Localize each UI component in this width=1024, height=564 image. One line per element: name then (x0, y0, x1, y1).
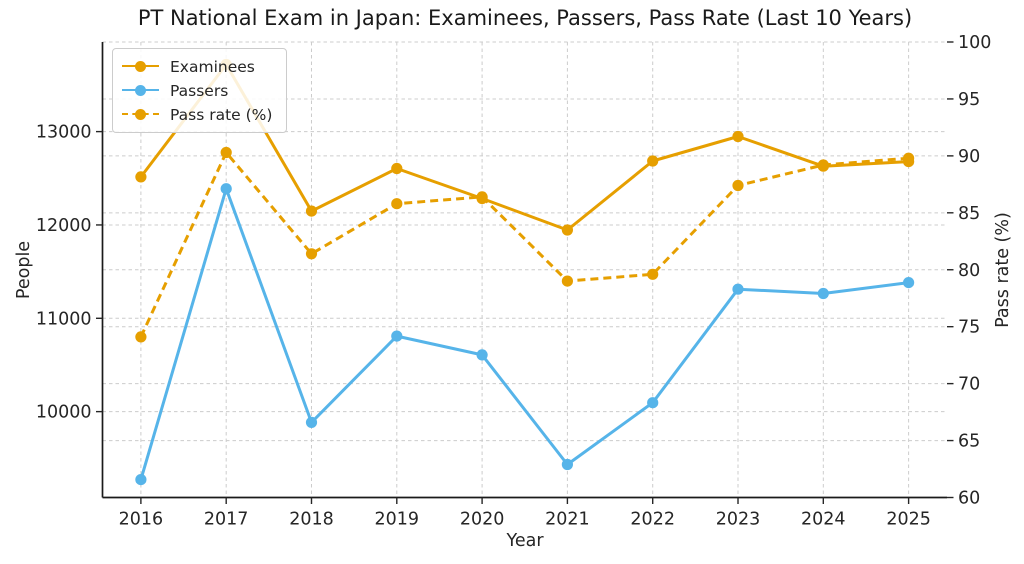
data-series (135, 58, 915, 486)
x-tick-label: 2022 (630, 510, 675, 530)
series-line-passers (139, 187, 909, 481)
legend-item-examinees: Examinees (122, 56, 272, 77)
data-point-marker (732, 283, 744, 295)
data-point-marker (476, 191, 488, 203)
legend-item-passers: Passers (122, 80, 272, 101)
right-tick-label: 90 (958, 147, 980, 167)
tick-marks (96, 41, 954, 504)
x-tick-label: 2020 (460, 510, 505, 530)
legend-label-pass-rate: Pass rate (%) (170, 105, 273, 124)
right-tick-label: 75 (958, 318, 980, 338)
data-point-marker (561, 224, 574, 236)
x-tick-label: 2024 (801, 510, 846, 530)
data-point-marker (305, 248, 318, 260)
left-tick-label: 10000 (36, 403, 92, 423)
data-point-marker (220, 183, 232, 195)
data-point-marker (647, 268, 659, 280)
tick-labels: 10000 11000 12000 13000 60 65 70 75 80 85 90 95 100 2… (36, 33, 992, 530)
data-point-marker (135, 474, 147, 486)
y-axis-label-left: People (14, 240, 34, 300)
right-tick-label: 70 (958, 375, 980, 395)
gridlines (102, 41, 947, 498)
x-tick-label: 2019 (375, 510, 420, 530)
x-tick-label: 2017 (204, 510, 249, 530)
legend-item-pass-rate: Pass rate (%) (122, 104, 272, 125)
data-point-marker (647, 397, 659, 409)
data-point-marker (817, 287, 829, 300)
data-point-marker (561, 458, 574, 471)
axes: 10000 11000 12000 13000 60 65 70 75 80 85 90 95 100 2… (36, 33, 992, 530)
data-point-marker (220, 146, 232, 159)
x-tick-label: 2021 (545, 510, 590, 530)
left-tick-label: 12000 (36, 216, 92, 236)
data-point-marker (135, 331, 147, 343)
data-point-marker (305, 416, 318, 428)
x-axis-label: Year (506, 531, 544, 551)
x-tick-label: 2025 (886, 510, 931, 530)
x-tick-label: 2018 (289, 510, 334, 530)
legend-label-examinees: Examinees (170, 57, 255, 76)
data-point-marker (391, 198, 403, 210)
data-point-marker (903, 152, 915, 164)
passers-line-swatch-icon (122, 85, 159, 97)
series-line-pass-rate (139, 151, 909, 338)
right-tick-label: 65 (958, 432, 980, 452)
y-axis-label-right: Pass rate (%) (993, 212, 1013, 328)
legend-label-passers: Passers (170, 81, 229, 100)
x-tick-label: 2023 (716, 510, 761, 530)
data-point-marker (647, 155, 659, 167)
series-line-examinees (139, 63, 909, 232)
data-point-marker (817, 159, 829, 171)
right-tick-label: 95 (958, 90, 980, 110)
data-point-marker (732, 179, 744, 192)
left-tick-label: 11000 (36, 309, 92, 329)
data-point-marker (135, 171, 147, 183)
right-tick-label: 85 (958, 204, 980, 224)
chart-title: PT National Exam in Japan: Examinees, Pa… (137, 6, 913, 30)
left-tick-label: 13000 (36, 123, 92, 143)
data-point-marker (391, 162, 403, 175)
data-point-marker (391, 330, 403, 342)
right-tick-label: 80 (958, 261, 980, 281)
data-point-marker (903, 277, 915, 289)
data-point-marker (476, 349, 488, 361)
examinees-line-swatch-icon (122, 61, 159, 73)
data-point-marker (732, 130, 744, 143)
pass-rate-dashed-swatch-icon (122, 109, 159, 121)
data-point-marker (305, 205, 318, 217)
right-tick-label: 100 (958, 33, 991, 53)
x-tick-label: 2016 (119, 510, 164, 530)
legend: Examinees Passers Pass rate (%) (112, 48, 288, 133)
right-tick-label: 60 (958, 489, 980, 509)
data-point-marker (561, 275, 574, 287)
